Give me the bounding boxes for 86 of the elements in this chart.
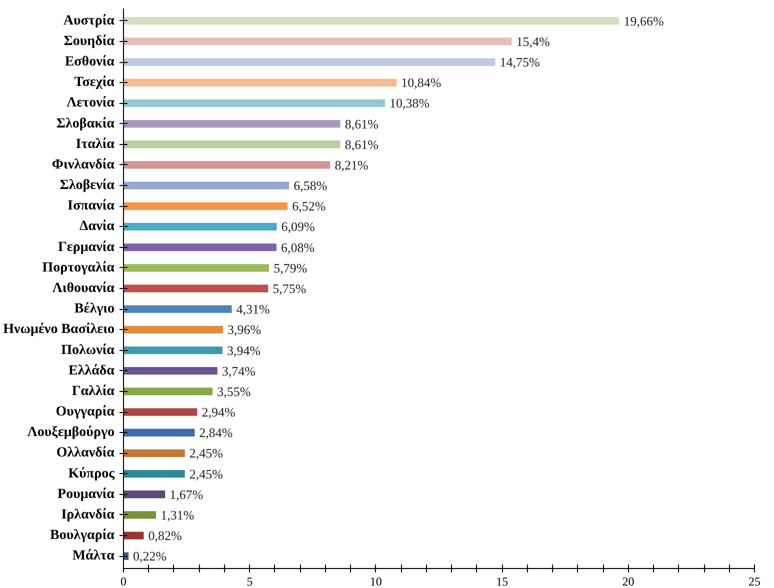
y-tick-label: Ιταλία: [76, 136, 115, 152]
bar: [124, 201, 289, 211]
data-label: 3,94%: [226, 342, 261, 358]
y-tick-label: Δανία: [80, 219, 115, 234]
x-tick-label: 15: [496, 574, 508, 588]
data-label: 3,74%: [222, 363, 256, 378]
y-tick-label: Ρουμανία: [58, 486, 115, 502]
data-label: 8,21%: [334, 157, 368, 172]
data-label: 2,94%: [202, 404, 236, 420]
y-tick-label: Ισπανία: [68, 198, 115, 214]
bar: [124, 304, 233, 314]
bar: [124, 428, 196, 438]
bar: [124, 118, 342, 129]
bar: [124, 98, 386, 108]
bar: [124, 222, 278, 232]
data-label: 1,67%: [170, 486, 204, 502]
bar: [124, 36, 513, 46]
bar: [124, 57, 496, 67]
bar: [124, 16, 620, 26]
data-label: 0,22%: [133, 548, 167, 564]
data-label: 3,55%: [217, 384, 251, 399]
bar: [124, 510, 158, 520]
y-tick-label: Λιθουανία: [52, 281, 115, 296]
bar: [124, 263, 270, 273]
bar: [124, 448, 186, 458]
bar: [124, 530, 145, 540]
bar: [124, 345, 224, 356]
x-tick-label: 5: [246, 574, 253, 588]
bar: [124, 284, 270, 294]
bar: [124, 407, 198, 417]
bar: [124, 180, 290, 190]
y-tick-label: Εσθονία: [64, 54, 115, 70]
y-tick-label: Βουλγαρία: [50, 528, 115, 544]
data-label: 8,61%: [344, 116, 379, 132]
y-tick-label: Σουηδία: [64, 34, 115, 49]
data-label: 6,08%: [280, 240, 315, 255]
data-label: 6,09%: [281, 219, 315, 234]
data-label: 5,79%: [274, 260, 308, 276]
data-label: 6,52%: [292, 198, 326, 214]
x-tick-label: 10: [370, 574, 382, 588]
y-tick-label: Μάλτα: [72, 548, 115, 564]
x-tick-label: 20: [622, 574, 634, 588]
data-label: 6,58%: [294, 178, 328, 194]
bar: [124, 468, 186, 479]
bar: [124, 140, 342, 150]
y-tick-label: Ηνωμένο Βασίλειο: [3, 322, 114, 338]
data-label: 19,66%: [624, 13, 664, 28]
data-label: 10,84%: [401, 75, 442, 90]
bar: [124, 160, 332, 170]
y-tick-label: Λουξεμβούργο: [27, 425, 115, 440]
y-tick-label: Πορτογαλία: [42, 260, 115, 276]
bar: [124, 324, 224, 334]
y-tick-label: Λετονία: [66, 96, 115, 111]
y-tick-label: Ολλανδία: [56, 446, 115, 461]
y-tick-label: Σλοβακία: [56, 116, 115, 132]
y-tick-label: Αυστρία: [63, 13, 115, 28]
bar: [124, 78, 398, 88]
data-label: 4,31%: [236, 302, 270, 317]
data-label: 2,84%: [199, 425, 233, 440]
y-tick-label: Γαλλία: [72, 384, 115, 399]
data-label: 3,96%: [227, 322, 262, 338]
y-tick-label: Κύπρος: [68, 466, 116, 482]
y-tick-label: Πολωνία: [61, 342, 115, 358]
bar: [124, 242, 278, 252]
y-tick-label: Ουγγαρία: [56, 404, 115, 420]
y-tick-label: Γερμανία: [58, 240, 115, 255]
bar: [124, 490, 166, 500]
data-label: 5,75%: [272, 281, 306, 296]
data-label: 8,61%: [344, 136, 379, 152]
y-tick-label: Ελλάδα: [68, 363, 115, 378]
y-tick-label: Τσεχία: [74, 75, 115, 90]
data-label: 2,45%: [189, 466, 224, 482]
data-label: 15,4%: [516, 34, 550, 49]
data-label: 0,82%: [148, 528, 182, 544]
x-tick-label: 25: [748, 574, 760, 588]
x-tick-label: 0: [120, 574, 126, 588]
data-label: 14,75%: [500, 54, 540, 70]
data-label: 10,38%: [389, 96, 430, 111]
y-tick-label: Σλοβενία: [60, 178, 115, 194]
y-tick-label: Βέλγιο: [74, 302, 115, 317]
y-tick-label: Ιρλανδία: [61, 507, 115, 522]
y-tick-label: Φινλανδία: [52, 157, 115, 172]
data-label: 2,45%: [189, 446, 224, 461]
bar: [124, 386, 214, 396]
data-label: 1,31%: [160, 507, 194, 522]
bar: [124, 366, 218, 376]
